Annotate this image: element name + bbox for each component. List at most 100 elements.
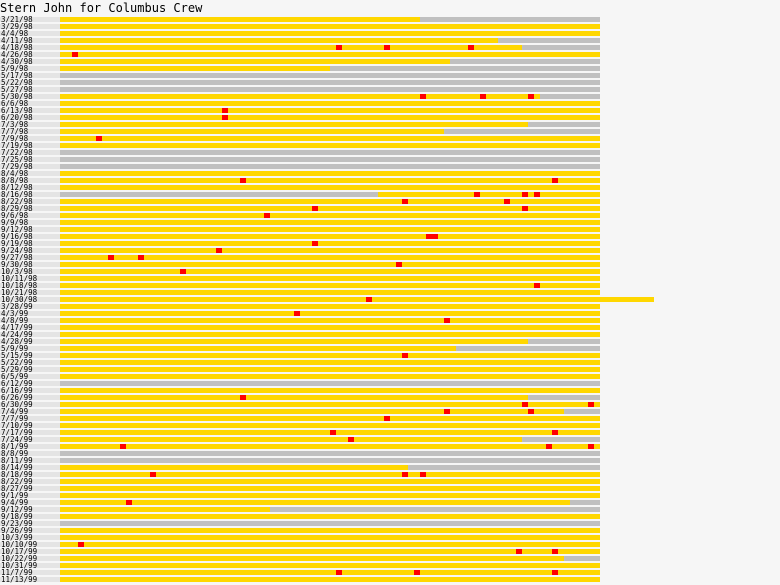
goal-marker (402, 199, 408, 204)
played-bar (60, 500, 570, 505)
played-bar (60, 66, 330, 71)
date-label: 7/22/98 (1, 148, 33, 157)
date-label: 5/29/99 (1, 365, 33, 374)
date-label-bg (0, 17, 60, 22)
goal-marker (180, 269, 186, 274)
unplayed-bar (522, 437, 600, 442)
date-label: 9/1/99 (1, 491, 28, 500)
date-label: 7/4/99 (1, 407, 28, 416)
date-label-bg (0, 339, 60, 344)
date-label: 4/17/99 (1, 323, 33, 332)
goal-marker (120, 444, 126, 449)
unplayed-bar (540, 94, 600, 99)
unplayed-bar (60, 192, 378, 197)
played-bar (60, 255, 600, 260)
played-bar (60, 479, 600, 484)
played-bar (60, 122, 528, 127)
unplayed-bar (60, 381, 600, 386)
date-label: 7/7/98 (1, 127, 29, 136)
goal-marker (384, 416, 390, 421)
unplayed-bar (444, 129, 600, 134)
date-label: 5/27/98 (1, 85, 33, 94)
date-label-bg (0, 493, 60, 498)
played-bar (60, 402, 600, 407)
played-bar (60, 185, 600, 190)
goal-marker (516, 549, 522, 554)
date-label: 10/22/99 (1, 554, 37, 563)
date-label-bg (0, 367, 60, 372)
played-bar (60, 570, 600, 575)
unplayed-bar (60, 80, 600, 85)
date-label-bg (0, 514, 60, 519)
date-label: 7/24/99 (1, 435, 33, 444)
unplayed-bar (570, 500, 600, 505)
date-label: 7/25/98 (1, 155, 33, 164)
played-bar (60, 332, 600, 337)
date-label: 4/11/98 (1, 36, 33, 45)
goal-marker (480, 94, 486, 99)
goal-marker (588, 402, 594, 407)
date-label-bg (0, 521, 60, 526)
goal-marker (240, 395, 246, 400)
date-label-bg (0, 66, 60, 71)
played-bar (60, 577, 600, 582)
date-label-bg (0, 549, 60, 554)
date-label-bg (0, 206, 60, 211)
goal-marker (504, 199, 510, 204)
played-bar (60, 213, 600, 218)
date-label: 8/22/99 (1, 477, 33, 486)
date-label: 11/13/99 (1, 575, 37, 584)
date-label-bg (0, 262, 60, 267)
date-label-bg (0, 108, 60, 113)
date-label-bg (0, 171, 60, 176)
goal-marker (96, 136, 102, 141)
date-label: 6/20/98 (1, 113, 33, 122)
date-label-bg (0, 311, 60, 316)
goal-marker (222, 115, 228, 120)
date-label: 6/26/99 (1, 393, 33, 402)
date-label: 7/29/98 (1, 162, 33, 171)
goal-marker (534, 283, 540, 288)
date-label: 3/21/98 (1, 15, 33, 24)
date-label-bg (0, 220, 60, 225)
played-bar (60, 45, 522, 50)
date-label-bg (0, 353, 60, 358)
date-label: 10/17/99 (1, 547, 37, 556)
date-label-bg (0, 283, 60, 288)
played-bar (60, 178, 600, 183)
date-label-bg (0, 73, 60, 78)
played-bar (60, 395, 528, 400)
date-label: 8/27/99 (1, 484, 33, 493)
date-label-bg (0, 437, 60, 442)
goal-marker (552, 549, 558, 554)
date-label-bg (0, 423, 60, 428)
date-label: 10/3/98 (1, 267, 33, 276)
date-label-bg (0, 535, 60, 540)
played-bar (60, 311, 600, 316)
goal-marker (522, 206, 528, 211)
date-label-bg (0, 388, 60, 393)
date-label-bg (0, 80, 60, 85)
date-label: 9/26/99 (1, 526, 33, 535)
date-label-bg (0, 87, 60, 92)
date-label: 9/19/98 (1, 239, 33, 248)
played-bar (60, 290, 600, 295)
date-label: 8/14/99 (1, 463, 33, 472)
goal-marker (216, 248, 222, 253)
date-label: 11/7/99 (1, 568, 33, 577)
played-bar (60, 262, 600, 267)
date-label-bg (0, 290, 60, 295)
date-label: 4/26/98 (1, 50, 33, 59)
unplayed-bar (60, 157, 600, 162)
goal-marker (384, 45, 390, 50)
date-label: 8/22/98 (1, 197, 33, 206)
date-label-bg (0, 479, 60, 484)
goal-marker (468, 45, 474, 50)
date-label-bg (0, 374, 60, 379)
date-label-bg (0, 101, 60, 106)
played-bar (60, 318, 600, 323)
chart-title: Stern John for Columbus Crew (0, 1, 203, 15)
date-label: 8/18/99 (1, 470, 33, 479)
date-label-bg (0, 94, 60, 99)
goal-marker (240, 178, 246, 183)
